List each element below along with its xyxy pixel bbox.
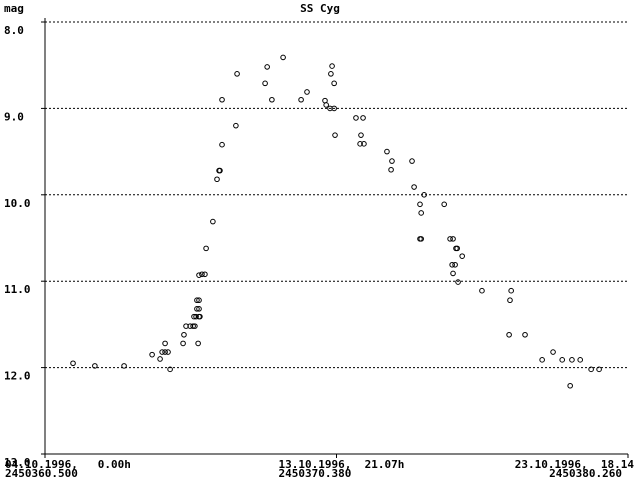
data-point <box>269 96 275 103</box>
data-point <box>92 363 98 369</box>
x-tick-label: 2450380.260 <box>549 467 622 479</box>
data-point <box>199 271 205 278</box>
data-point <box>233 122 239 129</box>
data-point <box>559 357 566 363</box>
data-point <box>328 71 334 77</box>
x-tick-date: 13.10.1996, 21.07h <box>279 458 405 471</box>
data-point <box>193 313 199 320</box>
x-tick-label: 2450370.380 <box>279 467 352 479</box>
data-point <box>331 80 337 87</box>
data-point <box>180 340 186 347</box>
data-point <box>323 102 329 108</box>
data-point <box>449 261 455 268</box>
data-point <box>162 349 168 355</box>
data-point <box>196 306 202 312</box>
data-point <box>384 148 390 155</box>
data-point <box>569 357 575 363</box>
data-point <box>360 115 366 121</box>
data-point <box>353 115 359 121</box>
data-point <box>454 245 460 252</box>
data-point <box>450 236 456 242</box>
data-point <box>409 158 415 164</box>
data-point <box>196 297 202 304</box>
data-point <box>418 210 424 216</box>
data-point <box>70 360 76 367</box>
data-point <box>357 141 363 147</box>
data-point <box>162 340 168 347</box>
data-point <box>507 297 513 304</box>
data-point <box>522 331 528 338</box>
data-point <box>219 96 225 103</box>
data-point <box>217 167 223 174</box>
data-point <box>441 201 447 208</box>
data-point <box>508 287 514 294</box>
data-point <box>417 236 423 242</box>
data-point <box>194 297 200 304</box>
data-point <box>264 64 270 70</box>
y-tick-label: 11.0 <box>4 283 31 296</box>
data-point <box>304 89 310 95</box>
data-point <box>165 349 171 355</box>
y-tick-label: 8.0 <box>4 24 24 37</box>
chart-title: SS Cyg <box>300 2 340 15</box>
data-point <box>181 331 187 338</box>
data-point <box>567 382 573 389</box>
data-point <box>361 141 367 147</box>
y-tick-label: 9.0 <box>4 110 24 123</box>
data-point <box>167 366 173 373</box>
data-point <box>262 80 268 87</box>
y-tick-label: 13.0 <box>4 456 31 469</box>
data-point <box>159 349 165 355</box>
data-point <box>388 166 394 173</box>
data-point <box>202 271 208 278</box>
data-point <box>234 71 240 77</box>
data-point <box>577 357 584 363</box>
x-tick-date: 23.10.1996, 18.14 <box>515 458 635 471</box>
data-point <box>421 192 427 198</box>
y-tick-label: 12.0 <box>4 370 31 383</box>
data-point <box>195 340 201 347</box>
data-point <box>331 105 337 112</box>
data-point <box>417 201 423 208</box>
data-point <box>596 366 602 373</box>
data-point <box>588 366 594 373</box>
data-point <box>219 141 225 148</box>
data-point <box>550 349 556 355</box>
data-point <box>411 184 417 190</box>
data-point <box>210 218 216 225</box>
x-tick-label: 2450360.500 <box>5 467 78 479</box>
data-point <box>280 54 286 61</box>
y-tick-label: 10.0 <box>4 197 31 210</box>
data-point <box>450 270 456 277</box>
data-point <box>506 331 512 338</box>
x-tick-date: 04.10.1996, 0.00h <box>5 458 131 471</box>
data-point <box>194 306 200 312</box>
data-point <box>298 96 304 103</box>
data-point <box>190 323 196 329</box>
data-point <box>214 176 220 183</box>
data-point <box>329 63 335 69</box>
data-point <box>197 313 203 320</box>
y-axis-label: mag <box>4 2 24 15</box>
data-point <box>157 356 163 362</box>
data-point <box>121 363 127 369</box>
data-point <box>447 236 453 242</box>
data-point <box>196 272 202 278</box>
data-point <box>452 261 458 268</box>
data-point <box>358 132 364 138</box>
data-point <box>149 351 155 358</box>
data-point <box>459 253 465 259</box>
data-point <box>389 158 395 164</box>
data-point <box>192 323 198 329</box>
data-point <box>332 132 338 138</box>
data-point <box>539 357 545 363</box>
data-point <box>479 287 485 294</box>
data-point <box>203 245 209 252</box>
data-point <box>455 279 461 285</box>
